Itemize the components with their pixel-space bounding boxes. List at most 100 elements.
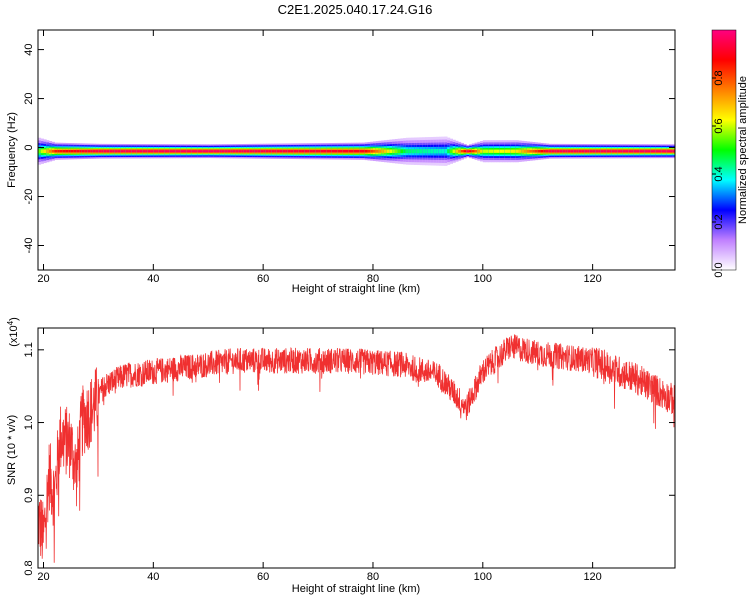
band-cell [276,150,281,153]
band-cell [576,150,580,153]
snr-panel: 20 40 60 80 100 120 0.8 0.9 1.0 1.1 Height of str… [6,317,676,595]
band-cell [609,150,613,153]
band-cell [666,150,670,153]
band-cell [427,149,432,154]
band-cell [134,150,138,153]
band-cell [131,150,135,153]
band-cell [290,150,294,153]
band-cell [309,150,313,153]
band-cell [587,150,591,153]
band-cell [216,150,220,153]
band-cell [62,149,66,153]
colorbar-label: Normalized spectral amplitude [737,76,749,224]
band-cell [471,150,475,153]
band-cell [482,149,486,153]
band-cell [221,150,226,153]
band-cell [628,150,632,153]
band-cell [38,149,42,154]
band-cell [584,150,588,153]
band-cell [169,150,173,153]
band-cell [254,150,259,153]
band-cell [351,149,355,153]
band-cell [534,149,539,153]
colorbar-tick-label-0: 0.0 [713,262,725,277]
band-cell [210,150,215,153]
band-cell [433,149,437,154]
band-cell [142,150,146,153]
snr-xtick-label-3: 80 [367,571,379,583]
band-cell [493,149,497,153]
band-cell [340,149,344,153]
spectrogram-ylabel: Frequency (Hz) [6,112,18,188]
band-cell [265,150,270,153]
band-cell [348,149,352,153]
band-cell [589,150,594,153]
band-cell [664,150,668,153]
band-cell [444,149,448,154]
band-cell [356,149,360,153]
snr-series-line [38,334,675,563]
band-cell [150,150,154,153]
band-cell [441,149,445,154]
band-cell [537,149,541,153]
band-cell [103,150,108,153]
band-cell [252,150,256,153]
band-cell [532,149,536,153]
band-cell [416,149,421,154]
band-cell [293,150,297,153]
colorbar-tick-label-1: 0.2 [713,214,725,229]
band-cell [460,149,464,153]
band-cell [562,150,566,153]
band-cell [422,149,426,154]
colorbar-tick-label-3: 0.6 [713,118,725,133]
band-cell [123,150,127,153]
band-cell [397,149,401,154]
band-cell [139,150,143,153]
spectrogram-xtick-label-4: 100 [474,273,492,285]
colorbar-tick-label-2: 0.4 [713,166,725,181]
band-cell [98,150,102,153]
band-cell [307,150,311,153]
band-cell [449,149,453,154]
snr-xtick-label-4: 100 [474,571,492,583]
band-cell [507,149,511,153]
band-cell [452,149,456,153]
spectrogram-ytick-label-3: 20 [23,92,35,104]
band-cell [455,149,459,153]
band-cell [84,150,88,153]
band-cell [183,150,187,153]
band-cell [477,149,481,153]
band-cell [504,149,508,153]
band-cell [381,149,385,153]
band-cell [51,149,55,153]
band-cell [120,150,124,153]
spectrogram-band [38,136,675,166]
band-cell [320,150,324,153]
band-cell [227,150,231,153]
band-cell [298,150,302,153]
band-cell [642,150,646,153]
band-cell [540,149,544,153]
band-cell [622,150,626,153]
band-cell [425,149,429,154]
band-cell [359,149,363,153]
band-cell [70,150,75,153]
band-cell [43,149,47,153]
band-cell [655,150,659,153]
band-cell [620,150,624,153]
band-cell [136,150,140,153]
band-cell [551,150,555,153]
band-cell [287,150,292,153]
band-cell [230,150,234,153]
band-cell [573,150,577,153]
band-cell [372,149,377,153]
band-cell [312,150,316,153]
band-cell [614,150,618,153]
band-cell [581,150,585,153]
band-cell [658,150,662,153]
band-cell [224,150,228,153]
band-cell [73,150,77,153]
band-cell [458,149,462,153]
band-cell [92,150,97,153]
